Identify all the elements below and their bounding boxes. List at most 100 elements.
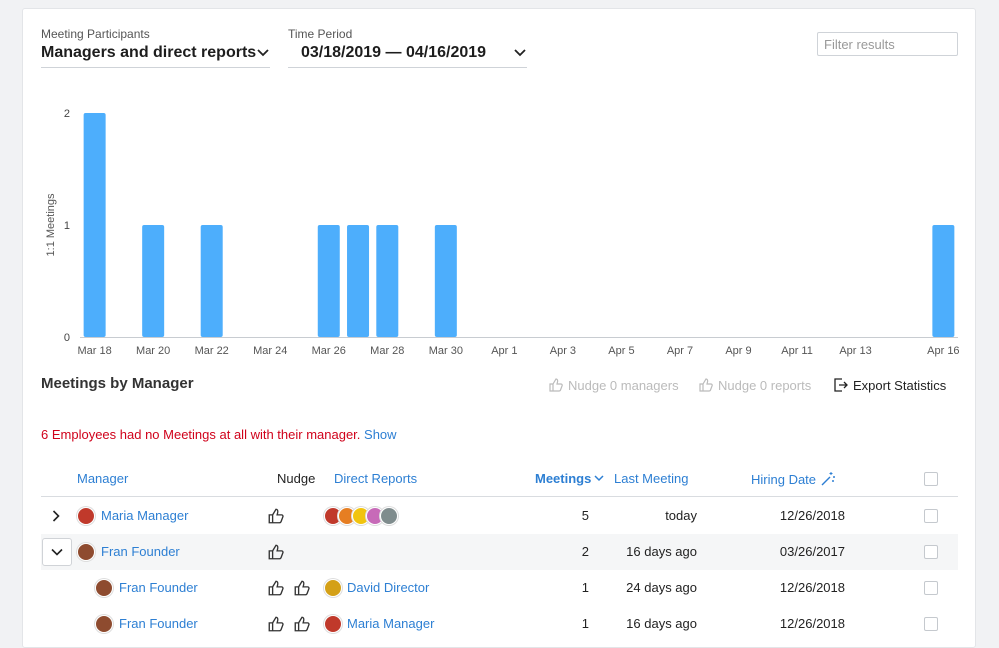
- nudge-managers-button[interactable]: Nudge 0 managers: [548, 377, 679, 393]
- warning-text: 6 Employees had no Meetings at all with …: [41, 427, 361, 442]
- manager-name[interactable]: Fran Founder: [101, 544, 180, 559]
- table-header: Manager Nudge Direct Reports Meetings La…: [41, 461, 958, 497]
- x-tick-label: Mar 24: [253, 345, 287, 357]
- report-name[interactable]: Maria Manager: [347, 616, 435, 631]
- table-row[interactable]: Fran Founder 2 16 days ago 03/26/2017: [41, 534, 958, 570]
- thumbs-up-icon[interactable]: [267, 507, 285, 525]
- meetings-count: 5: [581, 508, 589, 523]
- export-label: Export Statistics: [853, 377, 947, 393]
- hiring-date: 12/26/2018: [779, 580, 845, 595]
- x-tick-label: Apr 5: [608, 345, 634, 357]
- avatar: [77, 507, 95, 525]
- header-last-meeting[interactable]: Last Meeting: [614, 471, 689, 486]
- period-filter[interactable]: Time Period 03/18/2019 — 04/16/2019: [288, 27, 527, 68]
- table-row[interactable]: Fran Founder Maria Manager 1 16 days ago…: [41, 606, 958, 642]
- nudge-managers-label: Nudge 0 managers: [568, 377, 679, 393]
- thumbs-up-icon: [549, 378, 563, 392]
- participants-label: Meeting Participants: [41, 27, 150, 41]
- x-tick-label: Apr 16: [927, 345, 959, 357]
- row-checkbox[interactable]: [924, 617, 938, 631]
- last-meeting: today: [665, 508, 697, 523]
- statistics-card: Meeting Participants Managers and direct…: [22, 8, 976, 648]
- header-direct-reports[interactable]: Direct Reports: [334, 471, 418, 486]
- avatar: [95, 615, 113, 633]
- row-checkbox[interactable]: [924, 545, 938, 559]
- bar: [434, 225, 457, 337]
- header-meetings[interactable]: Meetings: [535, 471, 604, 486]
- meetings-chart: 1:1 Meetings 0 1 2 Mar 18 Mar 20 Mar 22 Mar 24 M…: [23, 89, 977, 359]
- meetings-bar-chart: 1:1 Meetings 0 1 2 Mar 18 Mar 20 Mar 22 Mar 24 M…: [45, 108, 960, 357]
- manager-name[interactable]: Fran Founder: [119, 616, 198, 631]
- header-manager[interactable]: Manager: [77, 471, 129, 486]
- header-hiring-date[interactable]: Hiring Date: [751, 471, 836, 487]
- table-row[interactable]: Maria Manager 5 today 12/26/2018: [41, 498, 958, 534]
- section-title: Meetings by Manager: [41, 375, 194, 392]
- bar: [347, 225, 370, 337]
- x-tick-label: Mar 22: [195, 345, 229, 357]
- collapse-button[interactable]: [42, 538, 72, 566]
- x-tick-label: Mar 30: [429, 345, 463, 357]
- x-tick-label: Mar 18: [78, 345, 112, 357]
- avatar: [95, 579, 113, 597]
- export-statistics-button[interactable]: Export Statistics: [833, 377, 946, 393]
- thumbs-up-icon[interactable]: [267, 615, 285, 633]
- avatar: [380, 507, 398, 525]
- meetings-count: 1: [581, 616, 589, 631]
- avatar: [324, 615, 342, 633]
- avatar: [77, 543, 95, 561]
- magic-wand-icon: [821, 472, 836, 486]
- chevron-down-icon: [513, 46, 527, 60]
- y-tick-label: 2: [64, 108, 70, 120]
- period-value: 03/18/2019 — 04/16/2019: [301, 44, 487, 61]
- last-meeting: 16 days ago: [626, 544, 697, 559]
- x-tick-label: Apr 13: [839, 345, 871, 357]
- manager-name[interactable]: Maria Manager: [101, 508, 189, 523]
- chevron-right-icon: [52, 510, 60, 522]
- x-tick-label: Mar 26: [312, 345, 346, 357]
- hiring-date: 03/26/2017: [779, 544, 845, 559]
- nudge-reports-button[interactable]: Nudge 0 reports: [698, 377, 811, 393]
- bar: [83, 113, 106, 337]
- thumbs-up-icon[interactable]: [267, 543, 285, 561]
- y-axis-label: 1:1 Meetings: [45, 193, 57, 256]
- period-label: Time Period: [288, 27, 353, 41]
- meetings-count: 1: [581, 580, 589, 595]
- chevron-down-icon: [51, 548, 63, 556]
- export-icon: [834, 378, 848, 392]
- thumbs-up-icon[interactable]: [293, 579, 311, 597]
- bar: [376, 225, 399, 337]
- participants-select[interactable]: Managers and direct reports: [41, 44, 270, 68]
- thumbs-up-icon[interactable]: [293, 615, 311, 633]
- thumbs-up-icon[interactable]: [267, 579, 285, 597]
- bar: [932, 225, 955, 337]
- meetings-count: 2: [581, 544, 589, 559]
- select-all-checkbox[interactable]: [924, 472, 938, 486]
- period-select[interactable]: 03/18/2019 — 04/16/2019: [288, 44, 527, 68]
- table-row[interactable]: Fran Founder David Director 1 24 days ag…: [41, 570, 958, 606]
- last-meeting: 24 days ago: [626, 580, 697, 595]
- hiring-date: 12/26/2018: [779, 616, 845, 631]
- nudge-reports-label: Nudge 0 reports: [718, 377, 812, 393]
- bar: [200, 225, 223, 337]
- header-hiring-label: Hiring Date: [751, 471, 817, 487]
- manager-name[interactable]: Fran Founder: [119, 580, 198, 595]
- chevron-down-icon: [256, 46, 270, 60]
- bar: [317, 225, 340, 337]
- show-link[interactable]: Show: [364, 427, 397, 442]
- participants-value: Managers and direct reports: [41, 44, 257, 61]
- row-checkbox[interactable]: [924, 509, 938, 523]
- hiring-date: 12/26/2018: [779, 508, 845, 523]
- sort-desc-icon: [594, 475, 604, 482]
- participants-filter[interactable]: Meeting Participants Managers and direct…: [41, 27, 270, 68]
- x-tick-label: Mar 20: [136, 345, 170, 357]
- report-name[interactable]: David Director: [347, 580, 430, 595]
- filter-results-input[interactable]: [817, 32, 958, 56]
- avatar: [324, 579, 342, 597]
- x-tick-label: Apr 7: [667, 345, 693, 357]
- header-meetings-label: Meetings: [535, 471, 592, 486]
- y-tick-label: 1: [64, 220, 70, 232]
- row-checkbox[interactable]: [924, 581, 938, 595]
- expand-button[interactable]: [41, 502, 71, 530]
- x-tick-label: Apr 3: [550, 345, 576, 357]
- header-nudge: Nudge: [277, 471, 316, 486]
